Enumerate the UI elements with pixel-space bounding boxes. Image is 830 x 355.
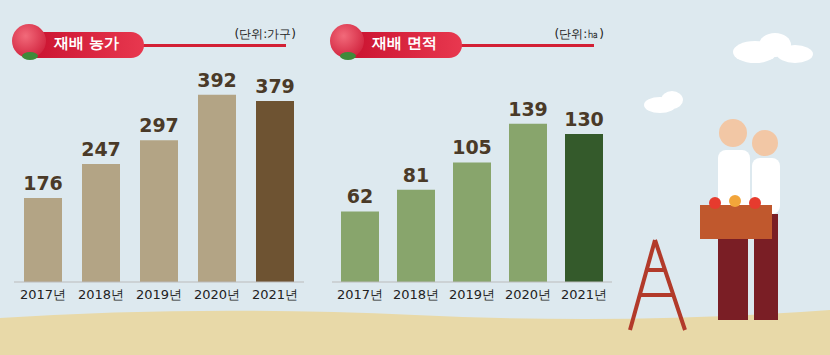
- svg-text:2019년: 2019년: [136, 287, 182, 302]
- html-text:재배 농가: 재배 농가: [54, 34, 120, 52]
- svg-text:2017년: 2017년: [20, 287, 66, 302]
- svg-text:130: 130: [564, 108, 604, 130]
- svg-text:2018년: 2018년: [78, 287, 124, 302]
- svg-text:247: 247: [81, 138, 121, 160]
- svg-text:2021년: 2021년: [252, 287, 298, 302]
- svg-text:2017년: 2017년: [337, 287, 383, 302]
- svg-text:392: 392: [197, 69, 237, 91]
- svg-text:81: 81: [403, 164, 429, 186]
- svg-text:176: 176: [23, 172, 63, 194]
- svg-text:379: 379: [255, 75, 295, 97]
- svg-text:2019년: 2019년: [449, 287, 495, 302]
- svg-text:62: 62: [347, 185, 373, 207]
- svg-text:2020년: 2020년: [194, 287, 240, 302]
- svg-text:2018년: 2018년: [393, 287, 439, 302]
- svg-text:139: 139: [508, 98, 548, 120]
- html-text:(단위:㏊): (단위:㏊): [554, 27, 604, 41]
- html-text:재배 면적: 재배 면적: [372, 34, 438, 52]
- svg-text:2021년: 2021년: [561, 287, 607, 302]
- svg-text:105: 105: [452, 136, 492, 158]
- svg-text:2020년: 2020년: [505, 287, 551, 302]
- html-text:(단위:가구): (단위:가구): [234, 27, 296, 41]
- svg-text:297: 297: [139, 114, 179, 136]
